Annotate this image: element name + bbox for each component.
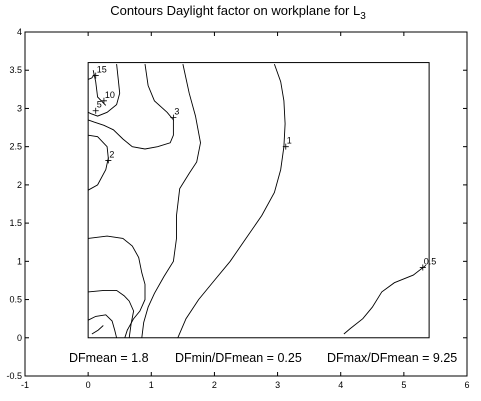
x-tick-label: -1	[21, 380, 29, 390]
plot-frame	[24, 31, 468, 377]
contour-label-1: 1	[287, 136, 292, 146]
df-mean-label: DFmean = 1.8	[69, 351, 149, 365]
contour-label-2: 2	[109, 149, 114, 159]
contour-label-marker	[92, 107, 99, 114]
chart-title-subscript: 3	[360, 11, 366, 22]
x-tick-label: 4	[338, 380, 343, 390]
y-tick-label: 1.5	[9, 218, 22, 228]
contour-line-1	[177, 63, 286, 338]
contour-label-marker	[419, 264, 426, 271]
chart-title: Contours Daylight factor on workplane fo…	[110, 3, 366, 22]
contour-label-marker	[282, 143, 289, 150]
x-tick-label: 2	[212, 380, 217, 390]
y-tick-label: 2	[17, 180, 22, 190]
y-tick-label: 4	[17, 27, 22, 37]
chart-title-main: Contours Daylight factor on workplane fo…	[110, 3, 360, 18]
x-tick-label: 5	[401, 380, 406, 390]
contour-label-0.5: 0.5	[424, 256, 437, 266]
y-tick-label: -0.5	[6, 371, 22, 381]
contour-label-3: 3	[174, 107, 179, 117]
contour-line-2	[87, 134, 109, 191]
df-min-ratio-label: DFmin/DFmean = 0.25	[175, 351, 302, 365]
contour-line-3	[87, 64, 174, 150]
df-max-ratio-label: DFmax/DFmean = 9.25	[327, 351, 457, 365]
x-tick-label: 3	[275, 380, 280, 390]
y-tick-label: 2.5	[9, 142, 22, 152]
contour-label-marker	[100, 97, 107, 104]
contour-line-2	[141, 64, 201, 338]
contour-label-15: 15	[97, 65, 107, 75]
contour-label-marker	[170, 114, 177, 121]
y-tick-label: 0	[17, 333, 22, 343]
y-tick-label: 3.5	[9, 65, 22, 75]
contour-line-15	[91, 325, 104, 335]
contour-label-10: 10	[105, 90, 115, 100]
contour-label-marker	[92, 72, 99, 79]
contour-lines	[87, 63, 427, 338]
x-tick-label: 1	[149, 380, 154, 390]
y-tick-label: 0.5	[9, 295, 22, 305]
x-tick-label: 0	[86, 380, 91, 390]
contour-label-marker	[105, 157, 112, 164]
contour-label-5: 5	[97, 100, 102, 110]
contour-line-0.5	[343, 264, 427, 335]
contour-line-5	[87, 64, 121, 117]
contour-labels: 15 105 3 2 1 0.5	[92, 65, 437, 271]
axis-ticks: -1 0 1 2 3 4 5 6 -0.5 0 0.5 1 1.5 2 2.5 3 3.5 4	[6, 27, 469, 390]
y-tick-label: 3	[17, 103, 22, 113]
contour-line-10	[87, 314, 118, 338]
contour-line-15	[87, 73, 95, 80]
contour-line-3	[88, 235, 146, 338]
room-outline	[87, 62, 430, 339]
x-tick-label: 6	[464, 380, 469, 390]
y-tick-label: 1	[17, 256, 22, 266]
